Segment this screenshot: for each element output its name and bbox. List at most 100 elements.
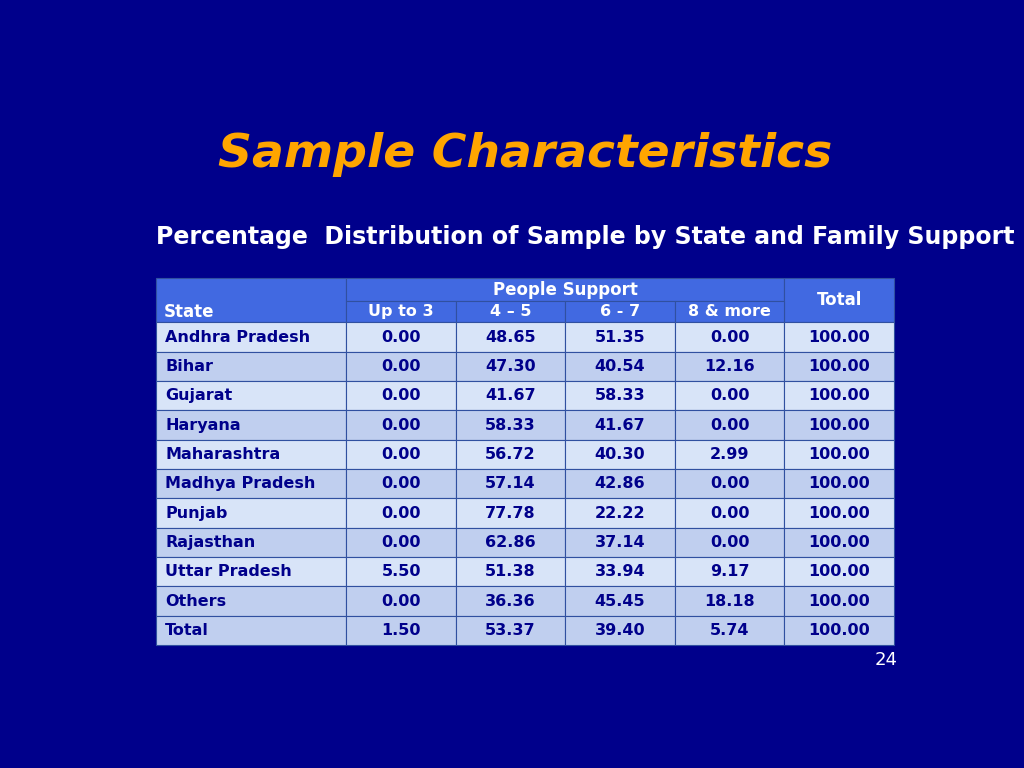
- Bar: [784, 352, 894, 381]
- Text: 0.00: 0.00: [381, 418, 421, 432]
- Text: 0.00: 0.00: [710, 535, 750, 550]
- Text: 48.65: 48.65: [485, 329, 536, 345]
- Text: 100.00: 100.00: [808, 594, 870, 608]
- Text: 100.00: 100.00: [808, 476, 870, 492]
- Bar: [675, 616, 784, 645]
- Text: Total: Total: [816, 291, 862, 310]
- Text: Madhya Pradesh: Madhya Pradesh: [165, 476, 315, 492]
- Text: 0.00: 0.00: [710, 418, 750, 432]
- Bar: [784, 498, 894, 528]
- Bar: [565, 616, 675, 645]
- Bar: [565, 440, 675, 469]
- Bar: [156, 528, 346, 557]
- Bar: [675, 469, 784, 498]
- Bar: [675, 381, 784, 410]
- Bar: [456, 587, 565, 616]
- Text: 9.17: 9.17: [710, 564, 750, 579]
- Bar: [565, 469, 675, 498]
- Text: 77.78: 77.78: [485, 505, 536, 521]
- Bar: [346, 469, 456, 498]
- Text: 100.00: 100.00: [808, 564, 870, 579]
- Text: 41.67: 41.67: [595, 418, 645, 432]
- Bar: [456, 528, 565, 557]
- Bar: [456, 469, 565, 498]
- Bar: [784, 528, 894, 557]
- Text: Total: Total: [165, 623, 209, 638]
- Bar: [784, 469, 894, 498]
- Text: Punjab: Punjab: [165, 505, 227, 521]
- Bar: [156, 323, 346, 352]
- Text: 62.86: 62.86: [485, 535, 536, 550]
- Text: 0.00: 0.00: [710, 329, 750, 345]
- Text: Uttar Pradesh: Uttar Pradesh: [165, 564, 292, 579]
- Text: 100.00: 100.00: [808, 447, 870, 462]
- Bar: [675, 410, 784, 440]
- Text: Sample Characteristics: Sample Characteristics: [218, 132, 831, 177]
- Bar: [346, 528, 456, 557]
- Text: 100.00: 100.00: [808, 329, 870, 345]
- Text: 0.00: 0.00: [381, 505, 421, 521]
- Text: 45.45: 45.45: [595, 594, 645, 608]
- Text: 58.33: 58.33: [485, 418, 536, 432]
- Bar: [784, 557, 894, 587]
- Bar: [156, 498, 346, 528]
- Bar: [784, 323, 894, 352]
- Bar: [346, 616, 456, 645]
- Text: Percentage  Distribution of Sample by State and Family Support: Percentage Distribution of Sample by Sta…: [156, 225, 1015, 249]
- Bar: [346, 410, 456, 440]
- Text: 100.00: 100.00: [808, 418, 870, 432]
- Bar: [156, 410, 346, 440]
- Bar: [346, 301, 456, 323]
- Text: 8 & more: 8 & more: [688, 304, 771, 319]
- Bar: [346, 381, 456, 410]
- Text: 33.94: 33.94: [595, 564, 645, 579]
- Bar: [565, 352, 675, 381]
- Bar: [784, 381, 894, 410]
- Text: 100.00: 100.00: [808, 535, 870, 550]
- Text: 0.00: 0.00: [381, 535, 421, 550]
- Bar: [346, 279, 784, 301]
- Text: 12.16: 12.16: [705, 359, 755, 374]
- Bar: [346, 323, 456, 352]
- Bar: [784, 440, 894, 469]
- Bar: [565, 410, 675, 440]
- Text: 39.40: 39.40: [595, 623, 645, 638]
- Bar: [456, 301, 565, 323]
- Bar: [346, 587, 456, 616]
- Text: 37.14: 37.14: [595, 535, 645, 550]
- Bar: [156, 587, 346, 616]
- Bar: [565, 323, 675, 352]
- Text: 58.33: 58.33: [595, 389, 645, 403]
- Bar: [156, 279, 346, 323]
- Bar: [456, 410, 565, 440]
- Text: 53.37: 53.37: [485, 623, 536, 638]
- Bar: [156, 616, 346, 645]
- Text: 51.35: 51.35: [595, 329, 645, 345]
- Text: 24: 24: [874, 650, 898, 669]
- Bar: [456, 323, 565, 352]
- Bar: [456, 498, 565, 528]
- Bar: [565, 301, 675, 323]
- Bar: [346, 557, 456, 587]
- Bar: [565, 557, 675, 587]
- Bar: [784, 587, 894, 616]
- Text: 5.74: 5.74: [710, 623, 750, 638]
- Text: Others: Others: [165, 594, 226, 608]
- Bar: [675, 557, 784, 587]
- Text: 100.00: 100.00: [808, 389, 870, 403]
- Text: 22.22: 22.22: [595, 505, 645, 521]
- Text: 1.50: 1.50: [381, 623, 421, 638]
- Bar: [156, 469, 346, 498]
- Bar: [675, 587, 784, 616]
- Text: 5.50: 5.50: [381, 564, 421, 579]
- Text: Maharashtra: Maharashtra: [165, 447, 281, 462]
- Text: 51.38: 51.38: [485, 564, 536, 579]
- Bar: [156, 381, 346, 410]
- Text: 40.54: 40.54: [595, 359, 645, 374]
- Bar: [675, 498, 784, 528]
- Text: 6 - 7: 6 - 7: [600, 304, 640, 319]
- Text: 18.18: 18.18: [705, 594, 755, 608]
- Bar: [784, 410, 894, 440]
- Text: 36.36: 36.36: [485, 594, 536, 608]
- Text: 41.67: 41.67: [485, 389, 536, 403]
